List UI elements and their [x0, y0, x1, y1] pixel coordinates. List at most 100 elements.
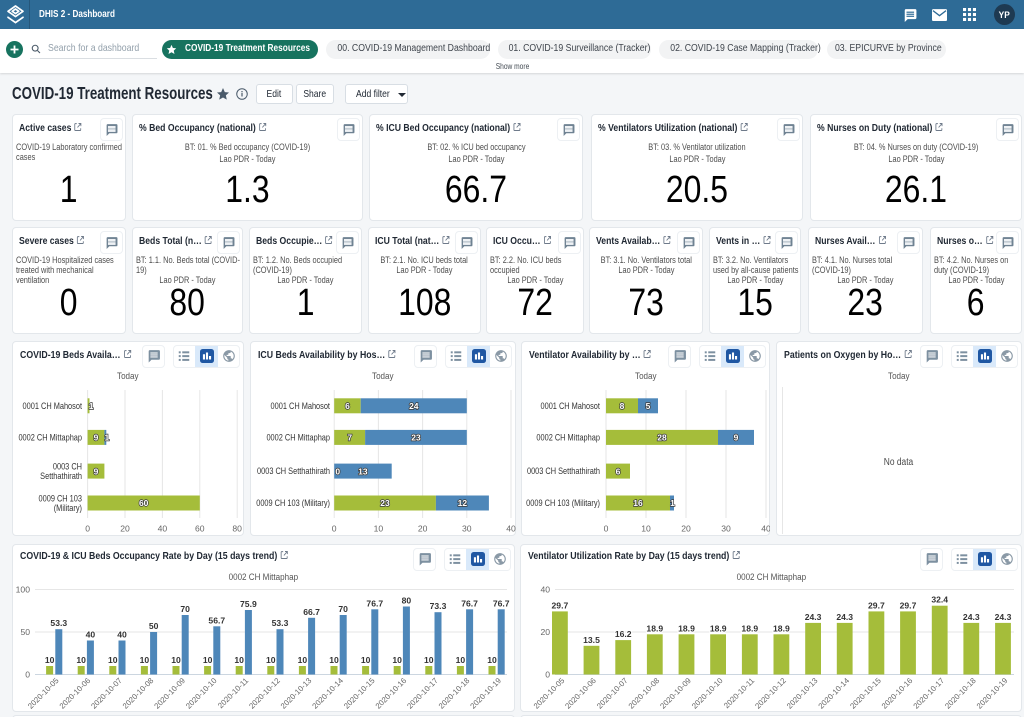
svg-text:80: 80 — [232, 524, 242, 534]
svg-text:2020-10-17: 2020-10-17 — [912, 676, 947, 711]
svg-text:18.9: 18.9 — [741, 623, 758, 633]
svg-text:2020-10-19: 2020-10-19 — [975, 676, 1010, 711]
svg-text:24.3: 24.3 — [805, 612, 822, 622]
svg-text:9: 9 — [94, 433, 99, 443]
svg-text:2020-10-10: 2020-10-10 — [184, 676, 219, 711]
svg-text:2020-10-15: 2020-10-15 — [848, 676, 883, 711]
svg-text:10: 10 — [456, 655, 466, 665]
svg-text:6: 6 — [345, 401, 350, 411]
svg-text:2020-10-18: 2020-10-18 — [437, 676, 472, 711]
svg-text:56.7: 56.7 — [208, 615, 225, 625]
svg-text:73.3: 73.3 — [430, 601, 447, 611]
svg-text:2020-10-13: 2020-10-13 — [785, 676, 820, 711]
svg-text:9: 9 — [94, 466, 99, 476]
svg-text:0: 0 — [332, 524, 337, 534]
svg-text:2020-10-15: 2020-10-15 — [342, 676, 377, 711]
svg-text:50: 50 — [149, 621, 159, 631]
svg-text:Setthathirath: Setthathirath — [40, 472, 82, 482]
svg-text:10: 10 — [140, 655, 150, 665]
svg-text:2020-10-11: 2020-10-11 — [216, 676, 250, 710]
svg-text:10: 10 — [266, 655, 276, 665]
svg-text:70: 70 — [180, 604, 190, 614]
svg-text:75.9: 75.9 — [240, 599, 257, 609]
svg-text:76.7: 76.7 — [493, 598, 510, 608]
svg-text:5: 5 — [646, 401, 651, 411]
svg-text:60: 60 — [139, 498, 149, 508]
svg-text:2020-10-07: 2020-10-07 — [595, 676, 630, 711]
svg-text:1: 1 — [105, 433, 110, 443]
svg-text:40: 40 — [117, 630, 127, 640]
svg-text:7: 7 — [347, 433, 352, 443]
svg-text:28: 28 — [657, 433, 667, 443]
svg-text:8: 8 — [620, 401, 625, 411]
svg-text:0003 CH Setthathirath: 0003 CH Setthathirath — [527, 467, 600, 477]
svg-text:0: 0 — [85, 524, 90, 534]
svg-text:10: 10 — [392, 655, 402, 665]
svg-text:0009 CH 103 (Military): 0009 CH 103 (Military) — [526, 499, 600, 509]
svg-text:13.5: 13.5 — [583, 635, 600, 645]
svg-text:2020-10-12: 2020-10-12 — [247, 676, 282, 711]
svg-text:40: 40 — [506, 524, 516, 534]
svg-text:40: 40 — [540, 585, 550, 595]
svg-text:18.9: 18.9 — [773, 623, 790, 633]
svg-text:24.3: 24.3 — [995, 612, 1012, 622]
svg-text:10: 10 — [234, 655, 244, 665]
svg-text:53.3: 53.3 — [50, 618, 67, 628]
svg-text:0: 0 — [604, 524, 609, 534]
svg-text:10: 10 — [424, 655, 434, 665]
svg-text:10: 10 — [108, 655, 118, 665]
svg-text:20: 20 — [418, 524, 428, 534]
svg-text:2020-10-16: 2020-10-16 — [880, 676, 915, 711]
svg-text:30: 30 — [721, 524, 731, 534]
svg-text:29.7: 29.7 — [868, 600, 885, 610]
svg-text:(Military): (Military) — [54, 503, 83, 513]
svg-text:2020-10-08: 2020-10-08 — [121, 676, 156, 711]
svg-text:2020-10-19: 2020-10-19 — [468, 676, 503, 711]
svg-text:6: 6 — [616, 466, 621, 476]
svg-text:24: 24 — [409, 401, 419, 411]
svg-text:2020-10-17: 2020-10-17 — [405, 676, 440, 711]
svg-text:0: 0 — [25, 670, 30, 680]
svg-text:0001 CH Mahosot: 0001 CH Mahosot — [540, 401, 600, 411]
svg-text:80: 80 — [402, 596, 412, 606]
svg-text:1: 1 — [89, 401, 94, 411]
svg-text:10: 10 — [641, 524, 651, 534]
svg-text:40: 40 — [761, 524, 770, 534]
svg-text:10: 10 — [361, 655, 371, 665]
svg-text:70: 70 — [338, 604, 348, 614]
svg-text:23: 23 — [411, 433, 421, 443]
svg-text:24.3: 24.3 — [963, 612, 980, 622]
svg-text:2020-10-05: 2020-10-05 — [26, 676, 61, 711]
svg-text:10: 10 — [45, 655, 55, 665]
svg-text:29.7: 29.7 — [552, 600, 569, 610]
svg-text:2020-10-18: 2020-10-18 — [943, 676, 978, 711]
svg-text:66.7: 66.7 — [303, 607, 320, 617]
svg-text:2020-10-14: 2020-10-14 — [310, 676, 345, 711]
svg-text:0003 CH: 0003 CH — [53, 462, 82, 472]
svg-text:2020-10-11: 2020-10-11 — [722, 676, 756, 710]
svg-text:30: 30 — [462, 524, 472, 534]
svg-text:10: 10 — [298, 655, 308, 665]
svg-text:2020-10-10: 2020-10-10 — [690, 676, 725, 711]
svg-text:18.9: 18.9 — [710, 623, 727, 633]
svg-text:0009 CH 103 (Military): 0009 CH 103 (Military) — [256, 499, 330, 509]
svg-text:20: 20 — [120, 524, 130, 534]
svg-text:0009 CH 103: 0009 CH 103 — [39, 494, 83, 504]
svg-text:10: 10 — [329, 655, 339, 665]
svg-text:0: 0 — [335, 466, 340, 476]
svg-text:10: 10 — [487, 655, 497, 665]
svg-text:1: 1 — [670, 498, 675, 508]
svg-text:18.9: 18.9 — [646, 623, 663, 633]
svg-text:0002 CH Mittaphap: 0002 CH Mittaphap — [266, 433, 330, 443]
svg-text:16.2: 16.2 — [615, 629, 632, 639]
svg-text:2020-10-08: 2020-10-08 — [627, 676, 662, 711]
svg-text:18.9: 18.9 — [678, 623, 695, 633]
svg-text:2020-10-09: 2020-10-09 — [152, 676, 187, 711]
svg-text:10: 10 — [203, 655, 213, 665]
svg-text:76.7: 76.7 — [461, 598, 478, 608]
svg-text:40: 40 — [86, 630, 96, 640]
svg-text:0002 CH Mittaphap: 0002 CH Mittaphap — [536, 433, 600, 443]
svg-text:20: 20 — [540, 627, 550, 637]
svg-text:53.3: 53.3 — [272, 618, 289, 628]
svg-text:9: 9 — [734, 433, 739, 443]
